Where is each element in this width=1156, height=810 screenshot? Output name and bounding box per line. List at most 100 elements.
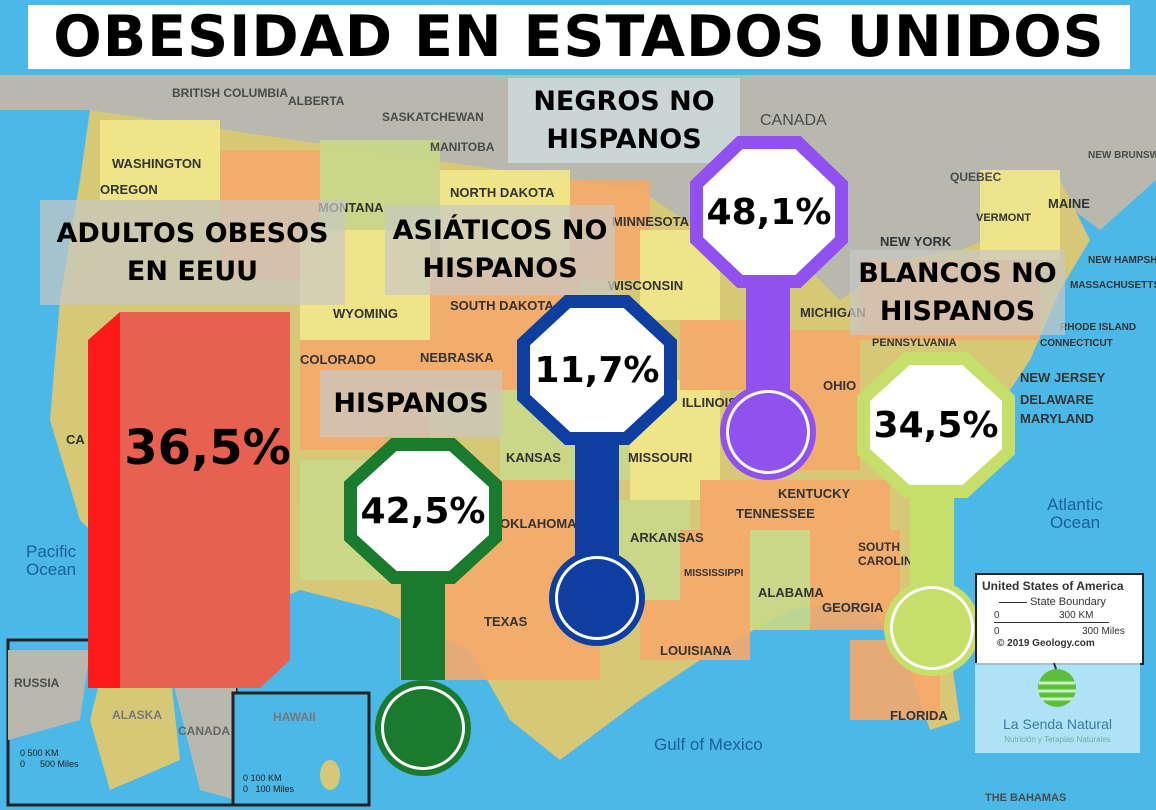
- map-label: CA: [66, 432, 85, 447]
- map-label: NEW BRUNSWICK: [1088, 150, 1156, 161]
- asiaticos-value: 11,7%: [530, 308, 664, 432]
- map-label: MASSACHUSETTS: [1070, 280, 1156, 291]
- map-label: ALABAMA: [758, 585, 824, 600]
- map-label: NEW HAMPSHIRE: [1088, 255, 1156, 266]
- blancos-dot: [884, 580, 980, 676]
- map-label: WASHINGTON: [112, 156, 202, 171]
- scale-miles: 100 Miles: [255, 784, 295, 794]
- scale-zero: 0: [243, 773, 249, 783]
- map-label: NORTH DAKOTA: [450, 185, 555, 200]
- map-label: RHODE ISLAND: [1060, 322, 1137, 333]
- map-label: THE BAHAMAS: [985, 792, 1067, 804]
- negros-stem: [746, 280, 790, 390]
- negros-label-line1: NEGROS NO: [533, 85, 715, 117]
- blancos-label-line1: BLANCOS NO: [858, 257, 1057, 289]
- map-label: CONNECTICUT: [1040, 338, 1113, 349]
- scale-zero: 0: [243, 784, 249, 794]
- map-label: HAWAII: [273, 710, 316, 724]
- hawaii-scale: 0 100 KM 0 100 Miles: [243, 773, 294, 795]
- map-label: VERMONT: [976, 212, 1031, 224]
- map-label: KANSAS: [506, 450, 561, 465]
- logo-tagline: Nutrición y Terapias Naturales: [1004, 735, 1111, 744]
- map-label: OHIO: [823, 378, 857, 393]
- adults-bar: [88, 312, 290, 688]
- adults-bar-side: [88, 312, 120, 688]
- map-label: ALBERTA: [288, 94, 345, 108]
- negros-value: 48,1%: [703, 149, 835, 275]
- map-label: BRITISH COLUMBIA: [172, 86, 288, 100]
- map-label: GEORGIA: [822, 600, 884, 615]
- negros-dot: [720, 384, 816, 480]
- asiaticos-stem: [575, 430, 619, 560]
- alaska-scale: 0 500 KM 0 500 Miles: [20, 748, 79, 770]
- map-label: KENTUCKY: [778, 486, 851, 501]
- map-label: FLORIDA: [890, 708, 948, 723]
- map-label: OREGON: [100, 182, 158, 197]
- asiaticos-label: ASIÁTICOS NO HISPANOS: [385, 205, 615, 295]
- asiaticos-octagon: 11,7%: [517, 295, 677, 445]
- map-label: ILLINOIS: [682, 395, 737, 410]
- blancos-value: 34,5%: [870, 365, 1002, 485]
- map-label: DELAWARE: [1020, 392, 1094, 407]
- map-label: NEBRASKA: [420, 350, 494, 365]
- map-label: WYOMING: [333, 306, 398, 321]
- map-label: WISCONSIN: [608, 278, 684, 293]
- map-legend: United States of America State Boundary …: [975, 573, 1144, 665]
- adults-bar-front: [120, 312, 290, 688]
- scale-km: 500 KM: [27, 748, 59, 758]
- map-label: SOUTH DAKOTA: [450, 298, 554, 313]
- map-label: ALASKA: [112, 708, 162, 722]
- map-label: OKLAHOMA: [500, 516, 577, 531]
- map-label: CANADA: [760, 112, 827, 129]
- negros-label: NEGROS NO HISPANOS: [508, 78, 740, 163]
- negros-octagon: 48,1%: [690, 136, 848, 288]
- map-label: TENNESSEE: [736, 506, 815, 521]
- legend-zero: 0: [994, 610, 1000, 621]
- legend-zero: 0: [994, 626, 1000, 637]
- map-label: ARKANSAS: [630, 530, 704, 545]
- map-label: MARYLAND: [1020, 411, 1094, 426]
- legend-miles: 300 Miles: [1082, 626, 1125, 637]
- map-label: NEW YORK: [880, 234, 952, 249]
- map-label: Gulf of Mexico: [654, 735, 763, 754]
- map-label: Pacific Ocean: [26, 542, 77, 579]
- map-label: COLORADO: [300, 352, 376, 367]
- page-title: OBESIDAD EN ESTADOS UNIDOS: [28, 4, 1130, 70]
- map-label: Atlantic Ocean: [1047, 495, 1103, 532]
- asiaticos-label-line2: HISPANOS: [422, 253, 578, 284]
- hispanos-dot: [375, 680, 471, 776]
- map-label: TEXAS: [484, 614, 528, 629]
- hispanos-label: HISPANOS: [320, 370, 502, 437]
- blancos-octagon: 34,5%: [857, 352, 1015, 498]
- legend-boundary: State Boundary: [1030, 596, 1106, 608]
- adults-value: 36,5%: [124, 420, 291, 476]
- legend-km: 300 KM: [1059, 610, 1094, 621]
- map-label: SASKATCHEWAN: [382, 110, 484, 124]
- blancos-label: BLANCOS NO HISPANOS: [850, 250, 1065, 335]
- map-label: QUEBEC: [950, 170, 1002, 184]
- map-label: LOUISIANA: [660, 643, 732, 658]
- scale-km: 100 KM: [250, 773, 282, 783]
- map-label: MISSOURI: [628, 450, 693, 465]
- asiaticos-label-line1: ASIÁTICOS NO: [392, 215, 608, 246]
- adults-label-line1: ADULTOS OBESOS: [56, 217, 329, 249]
- map-label: SOUTH CAROLINA: [858, 540, 922, 568]
- asiaticos-dot: [549, 550, 645, 646]
- hispanos-octagon: 42,5%: [344, 438, 502, 584]
- scale-zero: 0: [20, 748, 26, 758]
- hispanos-value: 42,5%: [357, 451, 489, 571]
- map-label: MICHIGAN: [800, 305, 866, 320]
- map-label: PENNSYLVANIA: [872, 337, 957, 349]
- legend-credit: © 2019 Geology.com: [997, 638, 1095, 649]
- scale-zero: 0: [20, 759, 26, 769]
- scale-miles: 500 Miles: [40, 759, 79, 769]
- logo: La Senda Natural Nutrición y Terapias Na…: [975, 662, 1140, 753]
- map-label: MINNESOTA: [612, 214, 690, 229]
- hispanos-label-line1: HISPANOS: [333, 387, 489, 419]
- adults-label: ADULTOS OBESOS EN EEUU: [40, 200, 345, 305]
- blancos-label-line2: HISPANOS: [879, 295, 1036, 327]
- blancos-stem: [910, 480, 954, 590]
- map-label: CANADA: [178, 724, 230, 738]
- apple-logo-icon: [1038, 662, 1076, 707]
- map-label: RUSSIA: [14, 676, 60, 690]
